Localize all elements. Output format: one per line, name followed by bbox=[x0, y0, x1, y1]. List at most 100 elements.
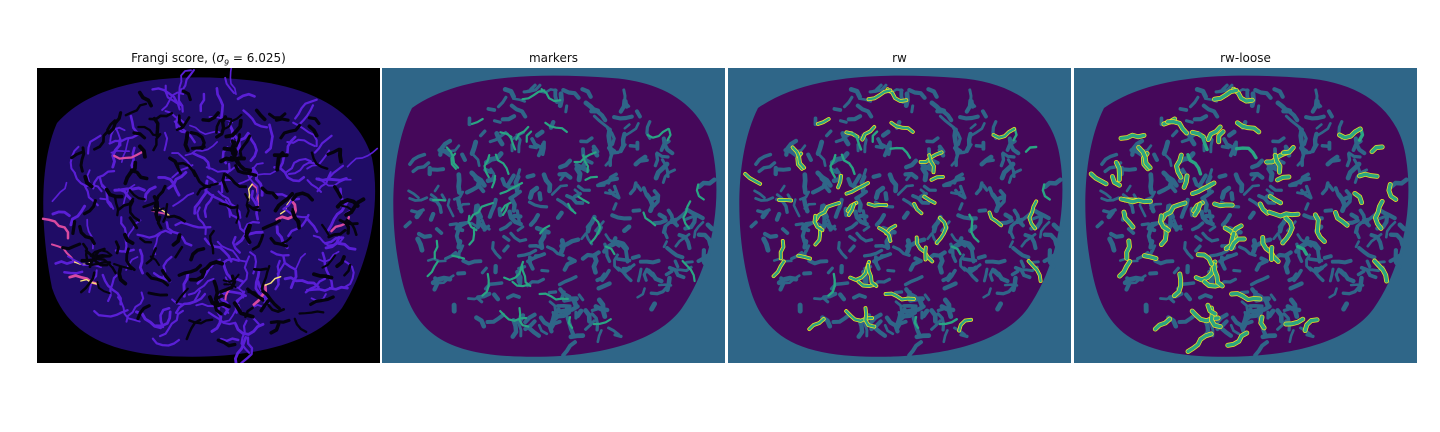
background-hole bbox=[606, 145, 617, 154]
background-hole bbox=[1320, 143, 1331, 149]
frangi-vessel bbox=[221, 261, 245, 283]
background-hole bbox=[1178, 107, 1189, 112]
background-hole bbox=[873, 326, 888, 338]
segment-marker bbox=[1137, 145, 1152, 170]
background-hole bbox=[457, 202, 471, 210]
segment-marker bbox=[889, 146, 912, 159]
background-hole bbox=[1126, 227, 1136, 235]
frangi-vessel bbox=[158, 309, 184, 338]
background-hole bbox=[480, 266, 488, 275]
background-hole bbox=[1269, 293, 1277, 302]
segment-marker bbox=[520, 263, 532, 288]
segment-marker bbox=[890, 121, 914, 134]
frangi-vessel bbox=[328, 164, 345, 179]
segment-marker bbox=[1370, 145, 1384, 154]
frangi-gap bbox=[199, 259, 225, 274]
background-hole bbox=[507, 209, 523, 227]
background-hole bbox=[1167, 296, 1176, 304]
frangi-gap bbox=[93, 130, 110, 151]
background-hole bbox=[1253, 88, 1273, 100]
frangi-gap bbox=[326, 147, 341, 156]
segment-marker bbox=[857, 280, 877, 288]
frangi-vessel bbox=[304, 277, 327, 294]
segment-marker bbox=[1333, 210, 1349, 227]
frangi-gap bbox=[238, 134, 252, 159]
frangi-gap bbox=[160, 269, 172, 283]
background-hole bbox=[1259, 256, 1269, 264]
background-hole bbox=[572, 191, 582, 199]
frangi-vessel bbox=[184, 141, 219, 157]
background-hole bbox=[848, 87, 862, 100]
background-hole bbox=[851, 173, 862, 188]
frangi-vessel bbox=[199, 92, 206, 113]
segment-marker bbox=[779, 239, 785, 260]
frangi-gap bbox=[79, 271, 96, 294]
segment-marker bbox=[584, 175, 598, 181]
background-hole bbox=[1334, 267, 1341, 282]
frangi-gap bbox=[224, 173, 248, 189]
background-hole bbox=[497, 206, 503, 218]
segment-marker bbox=[582, 154, 589, 174]
frangi-vessel bbox=[252, 283, 268, 306]
segment-marker bbox=[1027, 259, 1042, 283]
background-hole bbox=[512, 213, 523, 219]
frangi-gap bbox=[189, 130, 206, 151]
background-hole bbox=[1222, 137, 1235, 149]
segment-marker bbox=[666, 128, 672, 142]
background-hole bbox=[498, 221, 513, 232]
background-hole bbox=[516, 248, 538, 258]
background-hole bbox=[1003, 283, 1019, 287]
background-hole bbox=[1316, 121, 1332, 137]
segment-marker bbox=[950, 245, 962, 256]
background-hole bbox=[923, 293, 931, 302]
background-hole bbox=[692, 220, 705, 239]
segment-marker bbox=[1119, 197, 1153, 204]
background-hole bbox=[461, 258, 483, 266]
frangi-vessel bbox=[54, 260, 75, 265]
background-hole bbox=[950, 233, 967, 248]
background-hole bbox=[612, 202, 618, 211]
frangi-vessel bbox=[167, 170, 188, 190]
background-hole bbox=[696, 232, 713, 248]
background-hole bbox=[620, 243, 630, 264]
background-hole bbox=[1188, 95, 1200, 109]
background-hole bbox=[780, 227, 790, 235]
frangi-gap bbox=[175, 161, 197, 177]
background-hole bbox=[1007, 136, 1021, 156]
background-hole bbox=[1283, 252, 1291, 275]
background-hole bbox=[936, 312, 946, 332]
background-hole bbox=[1164, 154, 1173, 167]
background-hole bbox=[622, 88, 631, 108]
background-hole bbox=[649, 285, 669, 296]
frangi-gap bbox=[181, 89, 192, 102]
background-hole bbox=[882, 142, 891, 158]
background-hole bbox=[1008, 240, 1014, 249]
background-hole bbox=[558, 304, 580, 314]
background-hole bbox=[1250, 238, 1258, 255]
background-hole bbox=[956, 213, 978, 221]
background-hole bbox=[1194, 244, 1202, 253]
background-hole bbox=[505, 173, 516, 188]
frangi-vessel bbox=[240, 319, 251, 354]
background-hole bbox=[952, 126, 962, 146]
frangi-vessel bbox=[174, 221, 212, 229]
background-hole bbox=[479, 129, 487, 138]
segment-marker bbox=[1281, 216, 1294, 245]
background-hole bbox=[880, 129, 891, 138]
background-hole bbox=[438, 138, 453, 157]
segment-marker bbox=[494, 153, 510, 175]
background-hole bbox=[1272, 232, 1279, 241]
background-hole bbox=[492, 292, 501, 302]
background-hole bbox=[1095, 220, 1104, 229]
segment-marker bbox=[1182, 174, 1189, 190]
background-hole bbox=[649, 301, 658, 312]
background-hole bbox=[1305, 333, 1315, 339]
background-hole bbox=[597, 176, 619, 187]
background-hole bbox=[1161, 170, 1179, 188]
background-hole bbox=[527, 326, 542, 338]
background-hole bbox=[1177, 312, 1198, 324]
background-hole bbox=[534, 129, 545, 138]
background-hole bbox=[580, 87, 593, 99]
background-hole bbox=[910, 104, 915, 114]
frangi-vessel bbox=[217, 190, 242, 219]
